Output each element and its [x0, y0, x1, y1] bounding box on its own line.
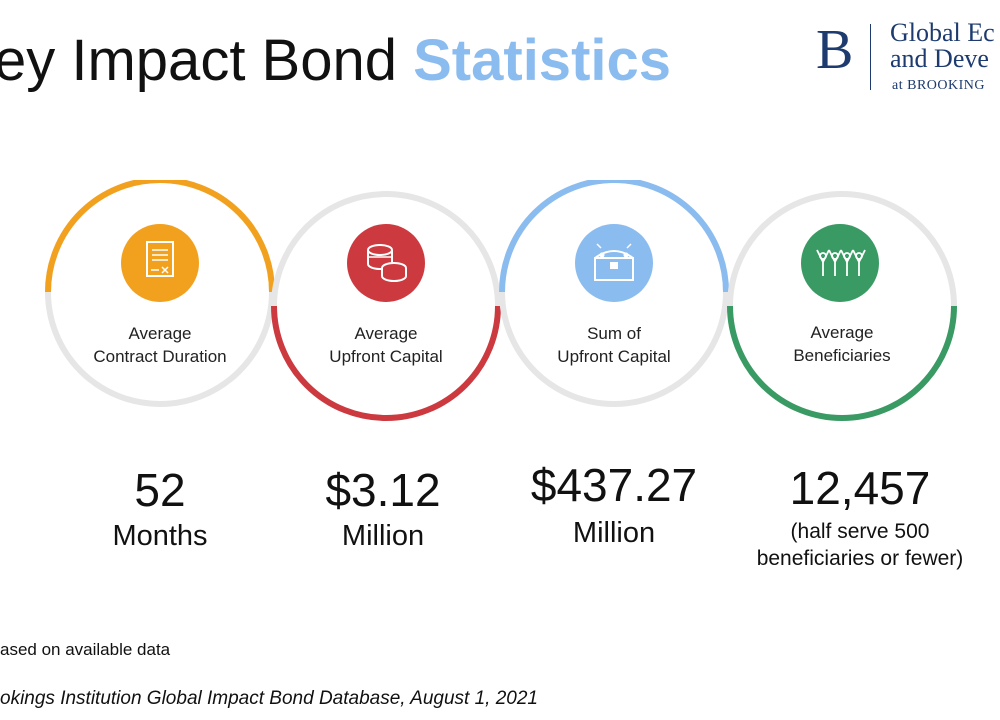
contract-document-icon	[121, 224, 199, 302]
coin-stack-icon	[347, 224, 425, 302]
stat-1-value: 52	[134, 464, 186, 516]
stat-2-label-line-2: Upfront Capital	[329, 347, 443, 366]
stat-4-note-line-2: beneficiaries or fewer)	[756, 547, 964, 570]
title-accent: Statistics	[413, 28, 672, 93]
stat-1-unit: Months	[112, 520, 208, 552]
source-citation: okings Institution Global Impact Bond Da…	[0, 688, 538, 709]
footnote: ased on available data	[0, 640, 171, 659]
stat-2-value: $3.12	[325, 464, 441, 516]
treasure-chest-icon	[575, 224, 653, 302]
brookings-logo: B Global Ec and Deve at BROOKING	[816, 18, 1000, 98]
stat-4-label: Average Beneficiaries	[742, 321, 942, 367]
page-title: ey Impact Bond Statistics	[0, 24, 671, 98]
ring-2-arc	[271, 305, 501, 421]
stat-3-label-line-1: Sum of	[587, 324, 641, 343]
ring-1-arc	[45, 180, 275, 293]
logo-divider	[870, 24, 871, 90]
logo-line-3: at BROOKING	[892, 78, 985, 93]
stat-3-label: Sum of Upfront Capital	[514, 322, 714, 368]
ring-4-arc	[727, 305, 957, 421]
stat-2-unit: Million	[341, 520, 425, 552]
stat-3-value: $437.27	[530, 459, 698, 511]
stat-1-label: Average Contract Duration	[60, 322, 260, 368]
stat-4-label-line-1: Average	[810, 323, 874, 342]
stat-2-label-line-1: Average	[354, 324, 418, 343]
logo-line-2: and Deve	[890, 44, 989, 73]
stat-4-note-line-1: (half serve 500	[790, 520, 930, 543]
people-cheering-icon	[801, 224, 879, 302]
stat-2-label: Average Upfront Capital	[286, 322, 486, 368]
ring-3-arc	[499, 180, 729, 293]
stat-4-value: 12,457	[789, 462, 931, 514]
title-main: ey Impact Bond	[0, 28, 414, 93]
logo-line-1: Global Ec	[890, 18, 995, 47]
stat-rings	[45, 180, 957, 421]
stat-3-unit: Million	[572, 517, 656, 549]
stat-3-label-line-2: Upfront Capital	[557, 347, 671, 366]
stat-4-label-line-2: Beneficiaries	[793, 346, 891, 365]
stat-1-label-line-2: Contract Duration	[93, 347, 227, 366]
stat-1-label-line-1: Average	[128, 324, 192, 343]
stat-4-note: (half serve 500 beneficiaries or fewer)	[730, 518, 990, 572]
logo-letter: B	[816, 19, 854, 81]
